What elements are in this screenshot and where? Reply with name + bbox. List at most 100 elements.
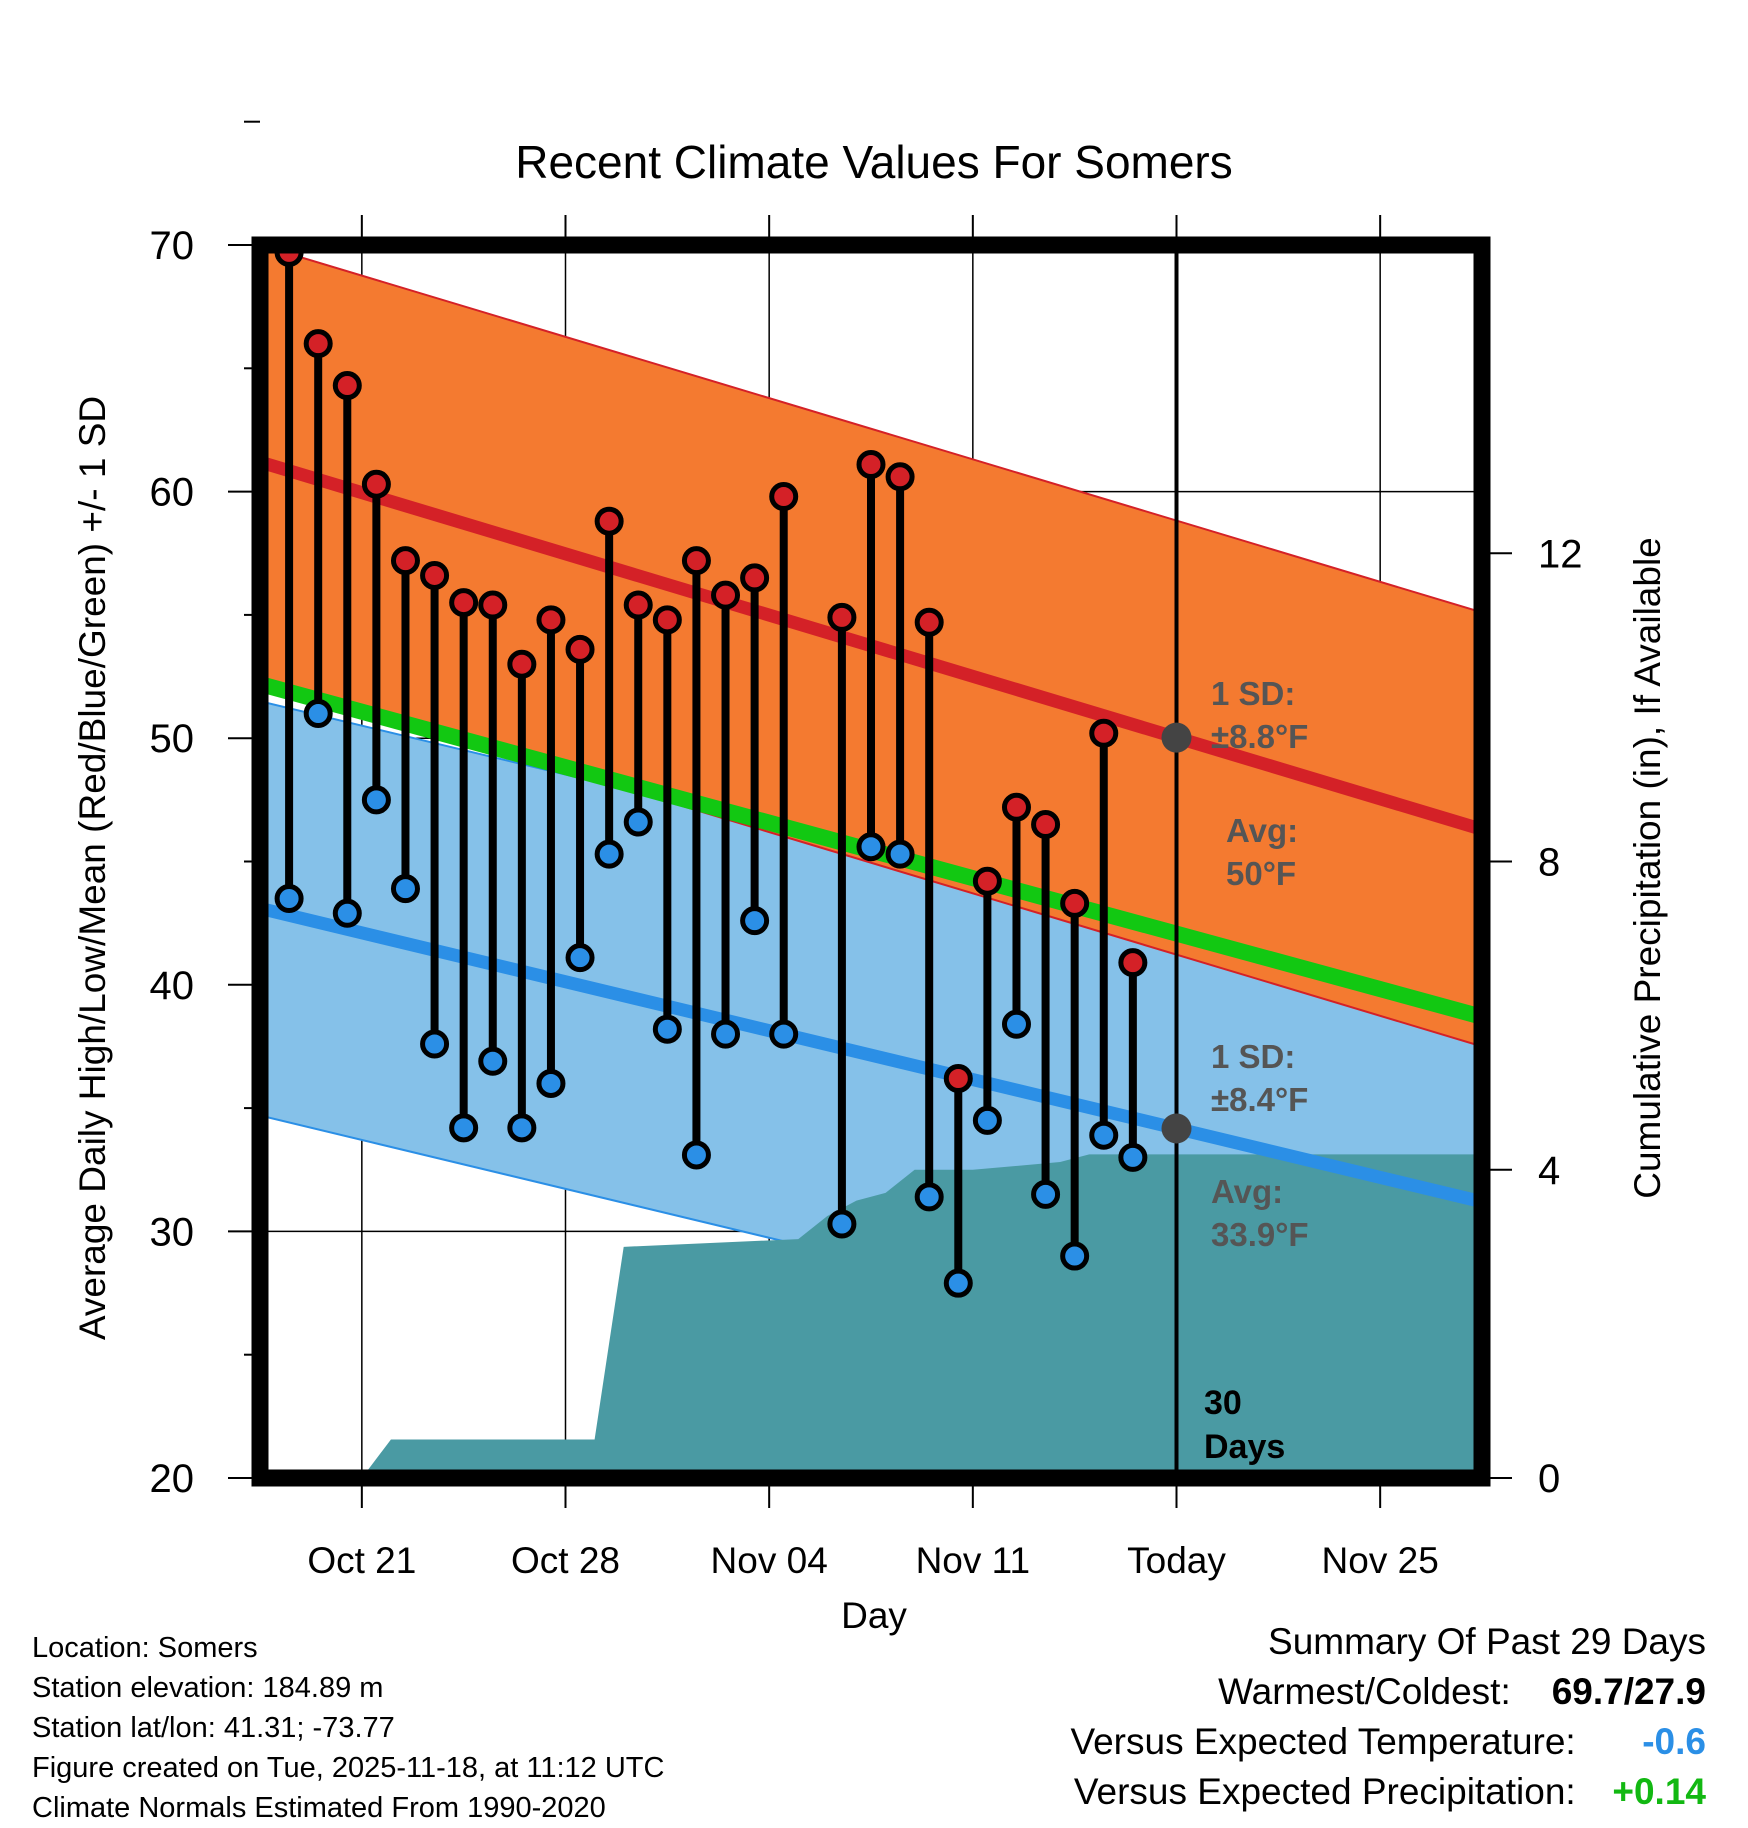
- low-point: [1118, 1142, 1148, 1172]
- low-point: [507, 1113, 537, 1143]
- high-point: [711, 580, 741, 610]
- y-tick-label: 50: [150, 717, 195, 761]
- y2-tick-label: 0: [1538, 1457, 1560, 1501]
- axes: 20 30 40 50 60 70 0 4 8 12 Oct 21 Oct 28 Nov 04 Nov 1…: [150, 120, 1583, 1581]
- y-tick-label: 70: [150, 224, 195, 268]
- chart-title: Recent Climate Values For Somers: [515, 136, 1233, 188]
- low-sd-value: ±8.4°F: [1211, 1081, 1308, 1118]
- low-point: [1060, 1241, 1090, 1271]
- low-point: [1001, 1009, 1031, 1039]
- days-count: 30: [1204, 1384, 1242, 1422]
- low-point: [972, 1105, 1002, 1135]
- low-point: [303, 699, 333, 729]
- low-point: [594, 839, 624, 869]
- high-sd-value: ±8.8°F: [1211, 718, 1308, 755]
- low-point: [769, 1019, 799, 1049]
- daily-range-stems: [285, 252, 1137, 1284]
- summary-temp-row: Versus Expected Temperature: -0.6: [1070, 1717, 1706, 1767]
- temp-label: Versus Expected Temperature:: [1070, 1721, 1576, 1762]
- low-point: [478, 1046, 508, 1076]
- high-point: [565, 634, 595, 664]
- info-location: Location: Somers: [32, 1632, 258, 1664]
- x-tick-label: Nov 25: [1322, 1540, 1439, 1581]
- high-point: [594, 506, 624, 536]
- high-point: [536, 605, 566, 635]
- y2-tick-label: 8: [1538, 841, 1560, 885]
- high-point: [972, 866, 1002, 896]
- high-point: [769, 482, 799, 512]
- info-latlon: Station lat/lon: 41.31; -73.77: [32, 1712, 395, 1744]
- days-label: Days: [1204, 1428, 1285, 1466]
- high-point: [740, 563, 770, 593]
- warm-cold-label: Warmest/Coldest:: [1218, 1671, 1511, 1712]
- high-point: [449, 588, 479, 618]
- high-point: [1031, 810, 1061, 840]
- info-elevation: Station elevation: 184.89 m: [32, 1672, 384, 1704]
- high-point: [652, 605, 682, 635]
- low-point: [1031, 1179, 1061, 1209]
- temp-value: -0.6: [1642, 1721, 1706, 1762]
- high-point: [390, 546, 420, 576]
- high-point: [478, 590, 508, 620]
- high-avg-label: Avg:: [1226, 812, 1298, 849]
- summary-title: Summary Of Past 29 Days: [1268, 1621, 1706, 1662]
- y-tick-label: 40: [150, 964, 195, 1008]
- low-point: [332, 898, 362, 928]
- low-point: [652, 1014, 682, 1044]
- high-point: [827, 602, 857, 632]
- low-point: [390, 874, 420, 904]
- low-point: [449, 1113, 479, 1143]
- y2-tick-label: 4: [1538, 1149, 1560, 1193]
- precip-area: [361, 1154, 1482, 1478]
- low-point: [1089, 1120, 1119, 1150]
- high-point: [1060, 888, 1090, 918]
- low-avg-label: Avg:: [1211, 1173, 1283, 1210]
- info-normals: Climate Normals Estimated From 1990-2020: [32, 1792, 606, 1824]
- high-point: [1118, 948, 1148, 978]
- x-axis-label: Day: [841, 1595, 907, 1636]
- low-point: [681, 1140, 711, 1170]
- low-point: [914, 1182, 944, 1212]
- low-point: [740, 906, 770, 936]
- high-point: [623, 590, 653, 620]
- today-high-avg-marker: [1161, 722, 1192, 753]
- high-point: [1089, 718, 1119, 748]
- low-point: [565, 943, 595, 973]
- low-point: [420, 1029, 450, 1059]
- high-point: [507, 649, 537, 679]
- info-created: Figure created on Tue, 2025-11-18, at 11…: [32, 1752, 665, 1784]
- low-point: [536, 1068, 566, 1098]
- high-point: [1001, 792, 1031, 822]
- x-tick-label: Today: [1127, 1540, 1226, 1581]
- warm-cold-value: 69.7/27.9: [1551, 1671, 1706, 1712]
- station-info: Location: Somers Station elevation: 184.…: [32, 1628, 664, 1828]
- x-tick-label: Oct 21: [307, 1540, 416, 1581]
- high-point: [420, 560, 450, 590]
- annotations: 1 SD: ±8.8°F Avg: 50°F 1 SD: ±8.4°F Avg:…: [1204, 675, 1309, 1466]
- high-point: [885, 462, 915, 492]
- precip-label: Versus Expected Precipitation:: [1073, 1771, 1576, 1812]
- precip-value: +0.14: [1612, 1771, 1706, 1812]
- high-point: [681, 546, 711, 576]
- high-point: [361, 469, 391, 499]
- today-low-avg-marker: [1161, 1113, 1192, 1144]
- low-point: [885, 839, 915, 869]
- y-tick-label: 20: [150, 1457, 195, 1501]
- x-tick-label: Nov 04: [711, 1540, 828, 1581]
- daily-points: [274, 237, 1148, 1298]
- low-point: [856, 832, 886, 862]
- today-marker-group: [1161, 245, 1192, 1478]
- y-tick-label: 30: [150, 1210, 195, 1254]
- x-tick-label: Oct 28: [511, 1540, 620, 1581]
- high-sd-label: 1 SD:: [1211, 675, 1295, 712]
- low-sd-label: 1 SD:: [1211, 1038, 1295, 1075]
- low-point: [943, 1268, 973, 1298]
- high-point: [856, 449, 886, 479]
- summary-precip-row: Versus Expected Precipitation: +0.14: [1070, 1767, 1706, 1817]
- low-point: [361, 785, 391, 815]
- y2-axis-label: Cumulative Precipitation (in), If Availa…: [1627, 537, 1668, 1199]
- low-point: [623, 807, 653, 837]
- low-point: [274, 883, 304, 913]
- high-point: [943, 1064, 973, 1094]
